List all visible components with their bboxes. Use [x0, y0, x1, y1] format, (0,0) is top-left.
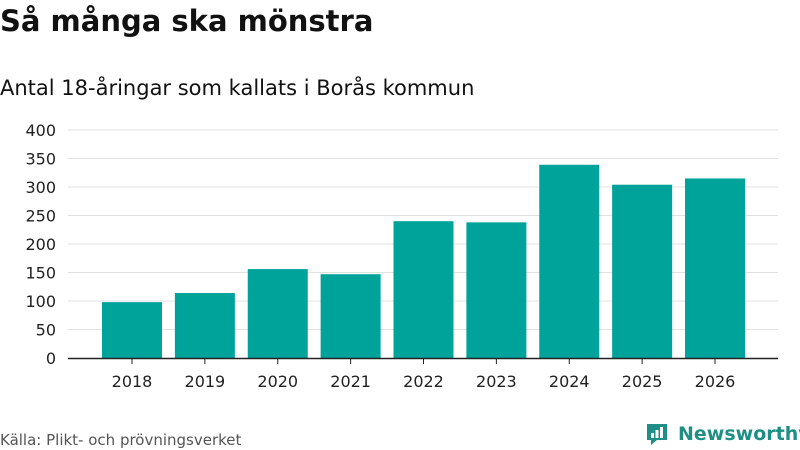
chart-title: Så många ska mönstra: [0, 4, 374, 38]
y-tick-label: 0: [46, 349, 56, 368]
brand-name: Newsworthy: [678, 423, 800, 445]
y-tick-label: 300: [25, 178, 56, 197]
y-tick-label: 200: [25, 235, 56, 254]
y-tick-label: 50: [36, 321, 56, 340]
y-tick-label: 250: [25, 207, 56, 226]
x-tick-label: 2025: [622, 372, 663, 391]
x-tick-label: 2021: [330, 372, 371, 391]
x-tick-label: 2020: [257, 372, 298, 391]
x-tick-label: 2019: [185, 372, 226, 391]
x-tick-label: 2024: [549, 372, 590, 391]
x-tick-label: 2026: [695, 372, 736, 391]
source-note: Källa: Plikt- och prövningsverket: [0, 431, 242, 449]
bar-2019: [174, 293, 235, 358]
bar-2026: [685, 178, 745, 358]
bar-2022: [393, 221, 454, 358]
x-tick-label: 2022: [403, 372, 444, 391]
bar-2021: [320, 274, 381, 358]
bar-2025: [612, 184, 673, 358]
x-tick-label: 2018: [112, 372, 153, 391]
chart-subtitle: Antal 18-åringar som kallats i Borås kom…: [0, 76, 475, 100]
bar-2023: [466, 222, 527, 358]
bar-2020: [247, 269, 308, 358]
y-tick-label: 350: [25, 150, 56, 169]
y-tick-label: 100: [25, 292, 56, 311]
newsworthy-logo: Newsworthy: [644, 420, 800, 448]
bar-2018: [102, 302, 162, 358]
y-tick-label: 150: [25, 264, 56, 283]
y-tick-label: 400: [25, 121, 56, 140]
newsworthy-logo-icon: [647, 424, 667, 445]
bar-2024: [539, 164, 600, 358]
x-tick-label: 2023: [476, 372, 517, 391]
